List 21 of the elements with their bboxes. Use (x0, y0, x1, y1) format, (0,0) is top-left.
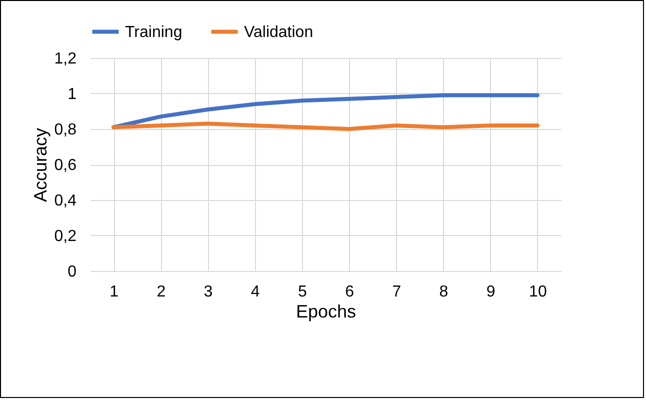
x-tick-label: 9 (486, 284, 496, 300)
y-tick-label: 0,2 (54, 228, 77, 245)
x-tick-label: 5 (298, 284, 307, 300)
x-tick-label: 4 (250, 284, 260, 300)
x-tick-label: 3 (204, 284, 213, 300)
x-axis-title: Epochs (296, 302, 356, 322)
x-tick-label: 6 (345, 284, 354, 300)
y-tick-label: 1 (68, 86, 77, 103)
x-tick-label: 7 (392, 284, 402, 300)
y-tick-label: 0,4 (54, 192, 77, 210)
x-tick-label: 2 (156, 284, 166, 300)
x-tick-label: 8 (439, 284, 448, 300)
y-tick-label: 0,8 (54, 122, 77, 138)
x-tick-label: 10 (529, 284, 547, 300)
x-tick-label: 1 (110, 284, 119, 300)
y-tick-label: 0 (68, 264, 77, 280)
legend-label: Validation (244, 24, 314, 41)
y-tick-label: 1,2 (54, 50, 77, 68)
legend-label: Training (125, 24, 182, 41)
y-axis-title: Accuracy (30, 128, 50, 202)
y-tick-label: 0,6 (54, 157, 77, 174)
